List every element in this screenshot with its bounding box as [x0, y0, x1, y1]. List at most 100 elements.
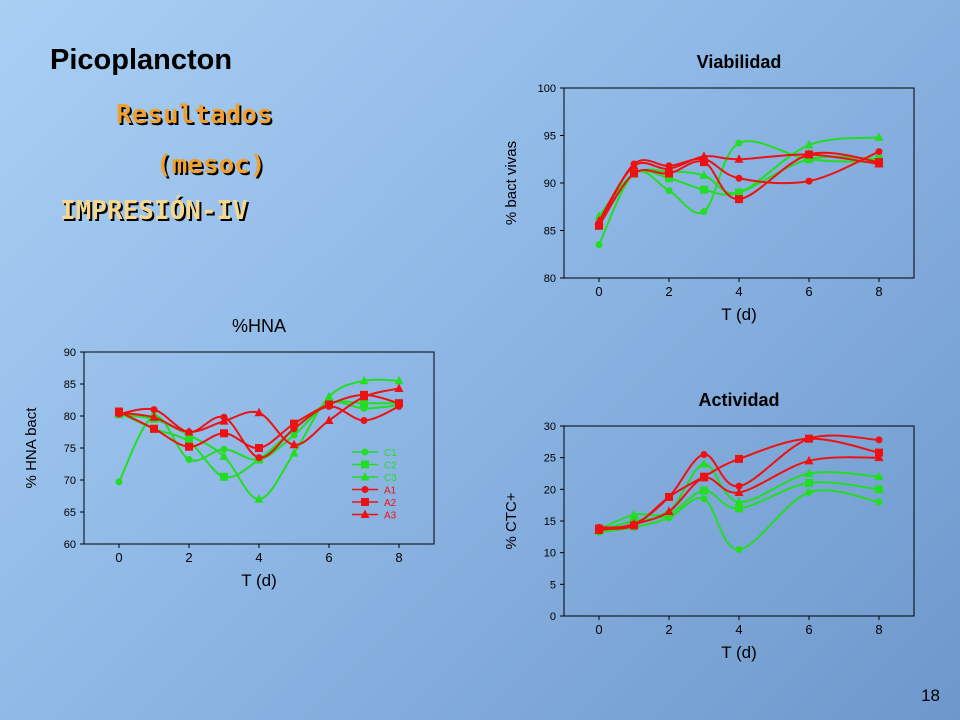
y-tick-label: 95: [544, 131, 556, 143]
chart-viabilidad: Viabilidad 80 85 90 95 100 0 2 4 6 8 T (d) % bact vi…: [503, 52, 915, 324]
y-tick-label: 30: [544, 421, 556, 433]
data-point: [700, 208, 708, 215]
subtitle-mesoc: (mesoc): [156, 150, 266, 180]
chart-hna: %HNA 60 65 70 75 80 85 90 0 2 4 6 8 T (d) % HNA bact C1…: [23, 316, 435, 590]
y-tick-label: 90: [64, 347, 76, 359]
data-point: [665, 492, 673, 501]
data-point: [699, 472, 709, 482]
y-tick-label: 70: [64, 475, 76, 487]
y-tick-label: 15: [544, 516, 556, 528]
x-tick-label: 4: [735, 622, 742, 637]
y-axis-label: % bact vivas: [503, 141, 520, 225]
data-point: [290, 431, 298, 439]
chart-actividad: Actividad 0 5 10 15 20 25 30 0 2 4 6 8 T (d) % CTC+: [503, 390, 915, 662]
data-point: [875, 485, 883, 494]
data-point: [874, 132, 884, 141]
x-axis-label: T (d): [241, 571, 277, 590]
data-point: [735, 504, 743, 513]
data-point: [324, 415, 334, 424]
x-tick-label: 0: [595, 284, 602, 299]
data-point: [735, 482, 743, 490]
data-point: [394, 383, 404, 392]
data-point: [395, 399, 403, 408]
data-point: [875, 148, 883, 156]
legend-label: C1: [384, 448, 397, 459]
series-A5: [594, 452, 884, 534]
chart-title: %HNA: [232, 316, 286, 336]
data-point: [664, 163, 674, 173]
data-point: [359, 375, 369, 385]
x-tick-label: 6: [805, 284, 812, 299]
legend-item: A3: [352, 509, 397, 522]
data-point: [699, 170, 709, 179]
legend-label: A1: [384, 486, 397, 497]
y-tick-label: 80: [64, 411, 76, 423]
data-point: [699, 151, 709, 160]
data-point: [394, 375, 404, 385]
chart-title: Viabilidad: [697, 52, 782, 72]
y-tick-label: 10: [544, 548, 556, 560]
y-tick-label: 85: [64, 379, 76, 391]
data-point: [289, 439, 299, 449]
data-point: [255, 454, 263, 462]
data-point: [805, 489, 813, 496]
data-point: [629, 519, 639, 528]
y-tick-label: 25: [544, 453, 556, 465]
legend-label: C3: [384, 473, 397, 484]
data-point: [804, 140, 814, 149]
data-point: [150, 406, 158, 414]
data-point: [359, 391, 369, 401]
data-point: [184, 427, 194, 436]
y-tick-label: 60: [64, 539, 76, 551]
y-tick-label: 0: [550, 611, 556, 623]
subtitle-impresion: IMPRESIÓN-IV: [60, 196, 248, 226]
series-A5: [594, 149, 884, 225]
data-point: [220, 429, 228, 438]
data-point: [805, 155, 813, 164]
series-C2: [594, 459, 884, 533]
y-tick-label: 20: [544, 484, 556, 496]
legend-label: C2: [384, 461, 397, 472]
data-point: [700, 486, 708, 495]
legend-marker: [361, 448, 369, 456]
data-point: [805, 479, 813, 487]
y-tick-label: 100: [538, 83, 556, 95]
data-point: [664, 506, 674, 515]
x-tick-label: 6: [325, 550, 332, 565]
y-tick-label: 80: [544, 273, 556, 285]
data-point: [254, 407, 264, 417]
data-point: [115, 478, 123, 486]
x-tick-label: 2: [185, 550, 192, 565]
data-point: [735, 454, 743, 463]
data-point: [290, 419, 298, 428]
data-point: [735, 195, 743, 204]
x-tick-label: 4: [255, 550, 262, 565]
x-tick-label: 8: [875, 622, 882, 637]
data-point: [665, 174, 673, 183]
data-point: [804, 468, 814, 477]
data-point: [805, 177, 813, 185]
data-point: [874, 471, 884, 481]
data-point: [185, 456, 193, 464]
data-point: [255, 444, 263, 452]
data-point: [734, 154, 744, 163]
data-point: [699, 459, 709, 468]
data-point: [185, 437, 193, 446]
x-axis-label: T (d): [721, 643, 757, 662]
series-line: [118, 387, 400, 446]
data-point: [594, 525, 604, 534]
x-tick-label: 0: [115, 550, 122, 565]
data-point: [875, 448, 883, 457]
plot-frame: [563, 87, 915, 279]
data-point: [665, 169, 673, 178]
legend-marker: [361, 498, 369, 506]
data-point: [630, 169, 638, 178]
y-tick-label: 65: [64, 507, 76, 519]
data-point: [220, 472, 228, 481]
data-point: [289, 448, 299, 457]
data-point: [360, 416, 368, 424]
series-line: [118, 378, 400, 501]
legend-marker: [361, 460, 369, 469]
y-axis-label: % HNA bact: [23, 407, 40, 489]
data-point: [219, 416, 229, 425]
